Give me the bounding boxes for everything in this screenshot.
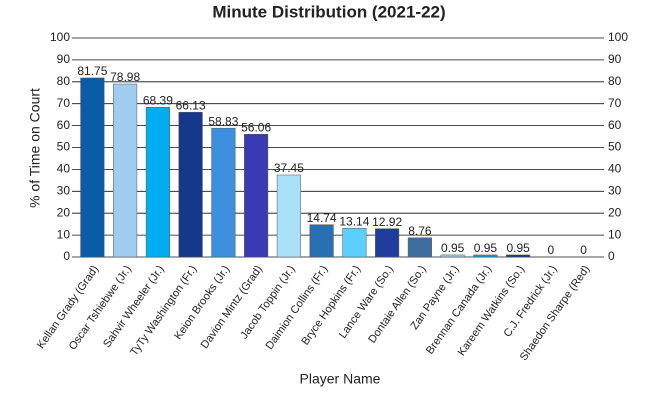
value-label: 0 <box>580 243 587 257</box>
y-tick-label: 40 <box>57 162 71 176</box>
bar <box>113 83 138 258</box>
y-tick-label: 30 <box>57 183 71 197</box>
value-label: 14.74 <box>307 211 337 225</box>
bar <box>80 77 105 258</box>
y-tick-label-right: 0 <box>608 249 615 263</box>
y-tick-label: 80 <box>57 74 71 88</box>
y-tick-label: 0 <box>63 249 70 263</box>
y-tick-label: 70 <box>57 96 71 110</box>
value-label: 0.95 <box>506 241 530 255</box>
y-tick-label-right: 30 <box>608 183 622 197</box>
y-tick-label-right: 80 <box>608 74 622 88</box>
bar <box>244 133 269 258</box>
y-tick-label-right: 70 <box>608 96 622 110</box>
value-label: 58.83 <box>208 114 238 128</box>
value-label: 78.98 <box>110 70 140 84</box>
y-tick-label: 50 <box>57 140 71 154</box>
bar <box>342 227 367 258</box>
x-tick-label: Oscar Tshiebwe (Jr.) <box>67 264 134 353</box>
y-tick-label: 60 <box>57 118 71 132</box>
y-tick-label-right: 50 <box>608 140 622 154</box>
bar <box>407 237 432 258</box>
y-tick-label-right: 100 <box>608 30 628 44</box>
x-tick-label: Davion Mintz (Grad) <box>199 264 265 352</box>
y-axis-label: % of Time on Court <box>27 88 43 208</box>
x-tick-label: Kellan Grady (Grad) <box>35 264 101 352</box>
bar <box>506 254 531 258</box>
y-tick-label-right: 90 <box>608 52 622 66</box>
value-label: 0.95 <box>474 241 498 255</box>
y-tick-label: 10 <box>57 227 71 241</box>
value-label: 68.39 <box>143 93 173 107</box>
bar <box>145 106 170 258</box>
x-tick-label: Dontaie Allen (So.) <box>366 264 428 346</box>
y-tick-label: 20 <box>57 205 71 219</box>
bar <box>211 127 236 258</box>
bar <box>375 228 400 258</box>
y-tick-label: 100 <box>50 30 70 44</box>
y-tick-label: 90 <box>57 52 71 66</box>
y-tick-label-right: 20 <box>608 205 622 219</box>
x-tick-label: Bryce Hopkins (Fr.) <box>299 264 363 348</box>
y-tick-label-right: 60 <box>608 118 622 132</box>
bar <box>178 111 203 258</box>
chart-title: Minute Distribution (2021-22) <box>212 2 445 21</box>
value-label: 13.14 <box>339 214 369 228</box>
y-tick-label-right: 10 <box>608 227 622 241</box>
value-label: 12.92 <box>372 215 402 229</box>
y-tick-label-right: 40 <box>608 162 622 176</box>
value-label: 0 <box>548 243 555 257</box>
value-label: 66.13 <box>176 98 206 112</box>
x-tick-label: Sahvir Wheeler (Jr.) <box>101 264 167 351</box>
value-label: 0.95 <box>441 241 465 255</box>
value-label: 8.76 <box>408 224 432 238</box>
bar <box>473 254 498 258</box>
bar <box>276 174 301 258</box>
x-tick-label: Daimion Collins (Fr.) <box>263 264 330 353</box>
bar <box>309 224 334 258</box>
bar <box>440 254 465 258</box>
value-label: 56.06 <box>241 120 271 134</box>
value-label: 81.75 <box>77 64 107 78</box>
value-label: 37.45 <box>274 161 304 175</box>
x-axis-label: Player Name <box>300 371 381 387</box>
